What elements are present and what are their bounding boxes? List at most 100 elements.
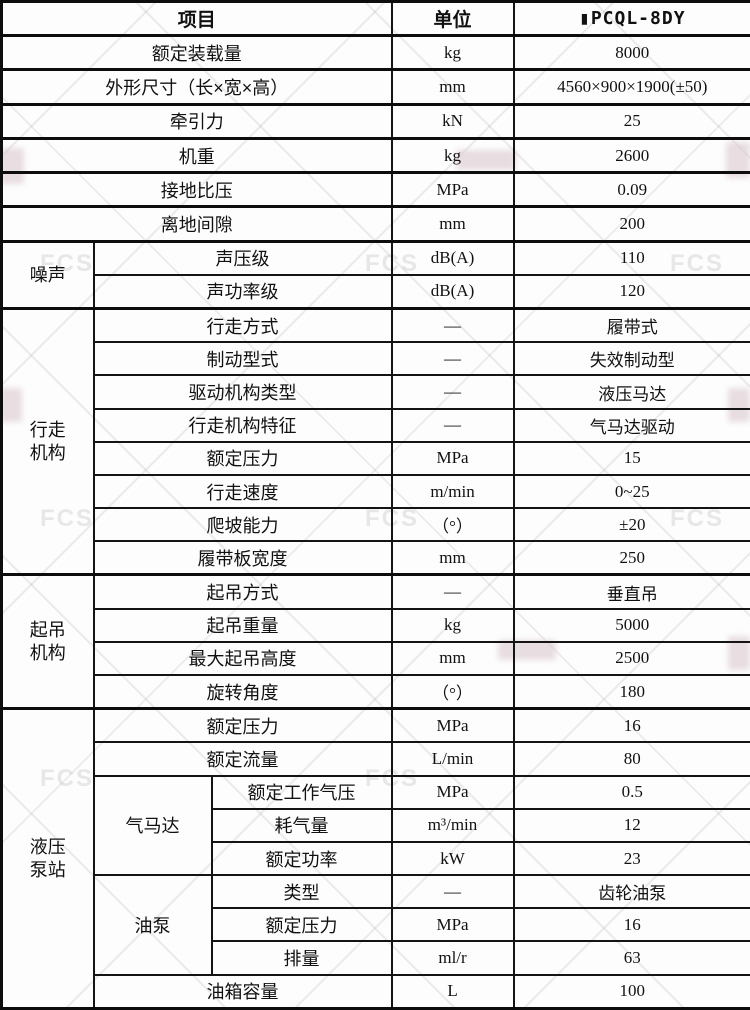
group-cell-hydraulic-station: 液压 泵站 (0, 707, 95, 1010)
spec-unit-cell: dB(A) (390, 239, 515, 276)
spec-value-cell: 0.5 (512, 774, 750, 810)
spec-value-cell: 63 (512, 940, 750, 976)
table-row: 油泵 类型 — 齿轮油泵 (2, 874, 750, 976)
spec-item-cell: 油箱容量 (92, 973, 393, 1010)
spec-unit-cell: mm (390, 640, 515, 677)
spec-value-cell: ±20 (512, 507, 750, 543)
spec-item-cell: 牵引力 (0, 102, 393, 140)
spec-unit-cell: — (390, 407, 515, 443)
table-row: 起吊 机构 起吊方式 — 垂直吊 (0, 573, 750, 710)
spec-value-cell: 80 (512, 741, 750, 777)
spec-unit-cell: kg (390, 136, 515, 174)
table-row: 履带板宽度 mm 250 (2, 540, 750, 576)
spec-value-cell: 16 (512, 907, 750, 943)
spec-value-cell: 履带式 (512, 307, 750, 344)
table-row: 离地间隙 mm 200 (0, 205, 750, 243)
spec-value-cell: 5000 (512, 607, 750, 643)
spec-value-cell: 液压马达 (512, 374, 750, 410)
spec-item-cell: 声功率级 (92, 273, 393, 310)
spec-unit-cell: （°） (390, 674, 515, 710)
spec-item-cell: 外形尺寸（长×宽×高） (0, 68, 393, 106)
spec-unit-cell: mm (390, 68, 515, 106)
table-row: 驱动机构类型 — 液压马达 (2, 374, 750, 410)
spec-unit-cell: MPa (390, 907, 515, 943)
subgroup-cell-air-motor: 气马达 (92, 774, 213, 877)
spec-item-cell: 最大起吊高度 (92, 640, 393, 677)
spec-item-cell: 行走速度 (92, 473, 393, 510)
spec-unit-cell: kW (390, 840, 515, 877)
spec-unit-cell: （°） (390, 507, 515, 543)
spec-item-cell: 排量 (210, 940, 393, 976)
table-row: 牵引力 kN 25 (0, 102, 750, 140)
table-row: 噪声 声压级 dB(A) 110 (0, 239, 750, 310)
spec-unit-cell: — (390, 874, 515, 910)
table-row: 机重 kg 2600 (0, 136, 750, 174)
spec-item-cell: 额定压力 (210, 907, 393, 943)
spec-value-cell: 25 (512, 102, 750, 140)
spec-unit-cell: MPa (390, 707, 515, 744)
table-row: 最大起吊高度 mm 2500 (2, 640, 750, 677)
group-cell-hoist: 起吊 机构 (0, 573, 95, 710)
spec-value-cell: 100 (512, 973, 750, 1010)
spec-item-cell: 履带板宽度 (92, 540, 393, 576)
spec-unit-cell: MPa (390, 774, 515, 810)
spec-item-cell: 行走方式 (92, 307, 393, 344)
spec-item-cell: 额定压力 (92, 440, 393, 476)
group-cell-travel: 行走 机构 (0, 307, 95, 576)
spec-item-cell: 起吊重量 (92, 607, 393, 643)
spec-value-cell: 2600 (512, 136, 750, 174)
table-row: 制动型式 — 失效制动型 (2, 341, 750, 377)
table-row: 行走 机构 行走方式 — 履带式 (0, 307, 750, 576)
spec-value-cell: 15 (512, 440, 750, 476)
spec-unit-cell: kg (390, 34, 515, 71)
spec-item-cell: 额定流量 (92, 741, 393, 777)
table-row: 耗气量 m³/min 12 (2, 807, 750, 843)
spec-value-cell: 23 (512, 840, 750, 877)
spec-item-cell: 离地间隙 (0, 205, 393, 243)
spec-item-cell: 驱动机构类型 (92, 374, 393, 410)
spec-unit-cell: L/min (390, 741, 515, 777)
spec-unit-cell: ml/r (390, 940, 515, 976)
spec-item-cell: 接地比压 (0, 171, 393, 208)
spec-value-cell: 250 (512, 540, 750, 576)
spec-value-cell: 失效制动型 (512, 341, 750, 377)
spec-item-cell: 额定工作气压 (210, 774, 393, 810)
spec-item-cell: 额定压力 (92, 707, 393, 744)
spec-item-cell: 行走机构特征 (92, 407, 393, 443)
spec-value-cell: 垂直吊 (512, 573, 750, 610)
spec-item-cell: 额定装载量 (0, 34, 393, 71)
spec-value-cell: 200 (512, 205, 750, 243)
spec-value-cell: 110 (512, 239, 750, 276)
spec-value-cell: 2500 (512, 640, 750, 677)
spec-item-cell: 起吊方式 (92, 573, 393, 610)
spec-item-cell: 爬坡能力 (92, 507, 393, 543)
spec-value-cell: 180 (512, 674, 750, 710)
table-row: 排量 ml/r 63 (2, 940, 750, 976)
table-row: 液压 泵站 额定压力 MPa 16 (0, 707, 750, 1010)
spec-value-cell: 12 (512, 807, 750, 843)
spec-item-cell: 额定功率 (210, 840, 393, 877)
table-row: 额定压力 MPa 15 (2, 440, 750, 476)
table-row: 行走机构特征 — 气马达驱动 (2, 407, 750, 443)
spec-value-cell: 气马达驱动 (512, 407, 750, 443)
spec-unit-cell: MPa (390, 171, 515, 208)
spec-unit-cell: mm (390, 205, 515, 243)
spec-value-cell: 16 (512, 707, 750, 744)
spec-item-cell: 耗气量 (210, 807, 393, 843)
spec-value-cell: 120 (512, 273, 750, 310)
spec-unit-cell: dB(A) (390, 273, 515, 310)
spec-item-cell: 类型 (210, 874, 393, 910)
table-row: 起吊重量 kg 5000 (2, 607, 750, 643)
spec-value-cell: 齿轮油泵 (512, 874, 750, 910)
subgroup-cell-oil-pump: 油泵 (92, 874, 213, 976)
table-row: 爬坡能力 （°） ±20 (2, 507, 750, 543)
table-row: 额定功率 kW 23 (2, 840, 750, 877)
spec-value-cell: 0~25 (512, 473, 750, 510)
spec-unit-cell: — (390, 573, 515, 610)
spec-item-cell: 机重 (0, 136, 393, 174)
spec-unit-cell: m³/min (390, 807, 515, 843)
table-row: 气马达 额定工作气压 MPa 0.5 (2, 774, 750, 877)
spec-value-cell: 4560×900×1900(±50) (512, 68, 750, 106)
